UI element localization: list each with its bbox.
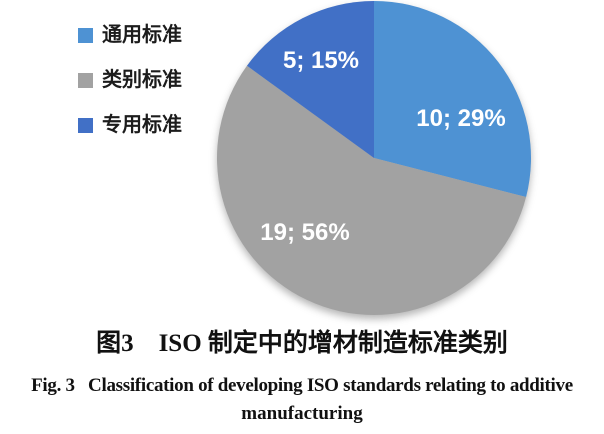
pie-slice-data-label-2: 5; 15% — [283, 47, 359, 74]
pie-slice-0 — [374, 1, 532, 198]
legend-item-category: 类别标准 — [78, 66, 182, 94]
legend-label-special: 专用标准 — [102, 114, 182, 136]
legend-item-general: 通用标准 — [78, 21, 182, 49]
pie-slices — [217, 1, 532, 315]
legend-swatch-category — [78, 72, 93, 88]
pie-slice-data-label-1: 19; 56% — [260, 219, 349, 246]
figure-caption-english-line1: Fig. 3 Classification of developing ISO … — [31, 375, 573, 396]
legend-item-special: 专用标准 — [78, 111, 182, 139]
pie-chart: 10; 29% 19; 56% 5; 15% — [217, 1, 532, 315]
pie-slice-2 — [246, 1, 374, 158]
legend-swatch-general — [78, 27, 93, 43]
chart-legend: 通用标准 类别标准 专用标准 — [78, 21, 182, 156]
pie-slice-data-label-0: 10; 29% — [416, 105, 505, 132]
figure-caption-chinese: 图3 ISO 制定中的增材制造标准类别 — [96, 330, 508, 357]
legend-swatch-special — [78, 117, 93, 133]
figure-caption-english-line2: manufacturing — [241, 403, 363, 424]
legend-label-category: 类别标准 — [102, 69, 182, 91]
pie-slice-1 — [217, 65, 527, 315]
legend-label-general: 通用标准 — [102, 24, 182, 46]
